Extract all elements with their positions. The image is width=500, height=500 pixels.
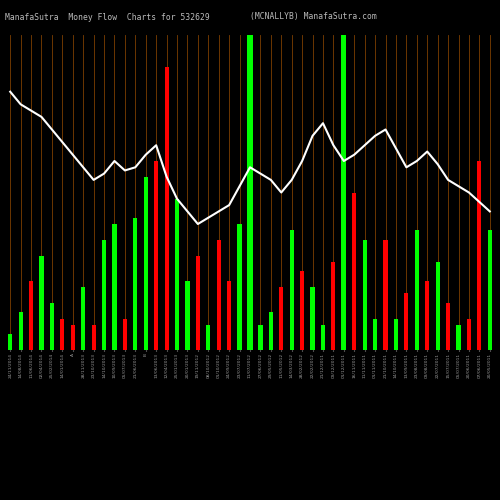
- Bar: [352, 192, 356, 350]
- Bar: [102, 240, 106, 350]
- Bar: [238, 224, 242, 350]
- Bar: [50, 303, 54, 350]
- Bar: [362, 240, 367, 350]
- Bar: [310, 287, 314, 350]
- Bar: [321, 325, 325, 350]
- Bar: [332, 262, 336, 350]
- Bar: [112, 224, 116, 350]
- Bar: [341, 35, 346, 350]
- Bar: [18, 312, 22, 350]
- Bar: [290, 230, 294, 350]
- Bar: [92, 325, 96, 350]
- Bar: [206, 325, 210, 350]
- Bar: [154, 161, 158, 350]
- Bar: [186, 280, 190, 350]
- Text: ManafaSutra  Money Flow  Charts for 532629: ManafaSutra Money Flow Charts for 532629: [5, 12, 210, 22]
- Bar: [456, 325, 460, 350]
- Bar: [467, 318, 471, 350]
- Bar: [60, 318, 64, 350]
- Bar: [269, 312, 273, 350]
- Bar: [175, 199, 179, 350]
- Bar: [258, 325, 262, 350]
- Bar: [216, 240, 221, 350]
- Bar: [425, 280, 430, 350]
- Bar: [488, 230, 492, 350]
- Bar: [133, 218, 138, 350]
- Bar: [70, 325, 75, 350]
- Bar: [279, 287, 283, 350]
- Bar: [144, 177, 148, 350]
- Bar: [300, 271, 304, 350]
- Bar: [478, 161, 482, 350]
- Bar: [227, 280, 231, 350]
- Bar: [384, 240, 388, 350]
- Bar: [394, 318, 398, 350]
- Bar: [29, 280, 33, 350]
- Text: (MCNALLYB) ManafaSutra.com: (MCNALLYB) ManafaSutra.com: [250, 12, 377, 22]
- Bar: [248, 35, 252, 350]
- Bar: [414, 230, 419, 350]
- Bar: [436, 262, 440, 350]
- Bar: [373, 318, 377, 350]
- Bar: [404, 294, 408, 350]
- Bar: [446, 303, 450, 350]
- Bar: [196, 256, 200, 350]
- Bar: [81, 287, 86, 350]
- Bar: [164, 66, 168, 350]
- Bar: [123, 318, 127, 350]
- Bar: [40, 256, 44, 350]
- Bar: [8, 334, 12, 350]
